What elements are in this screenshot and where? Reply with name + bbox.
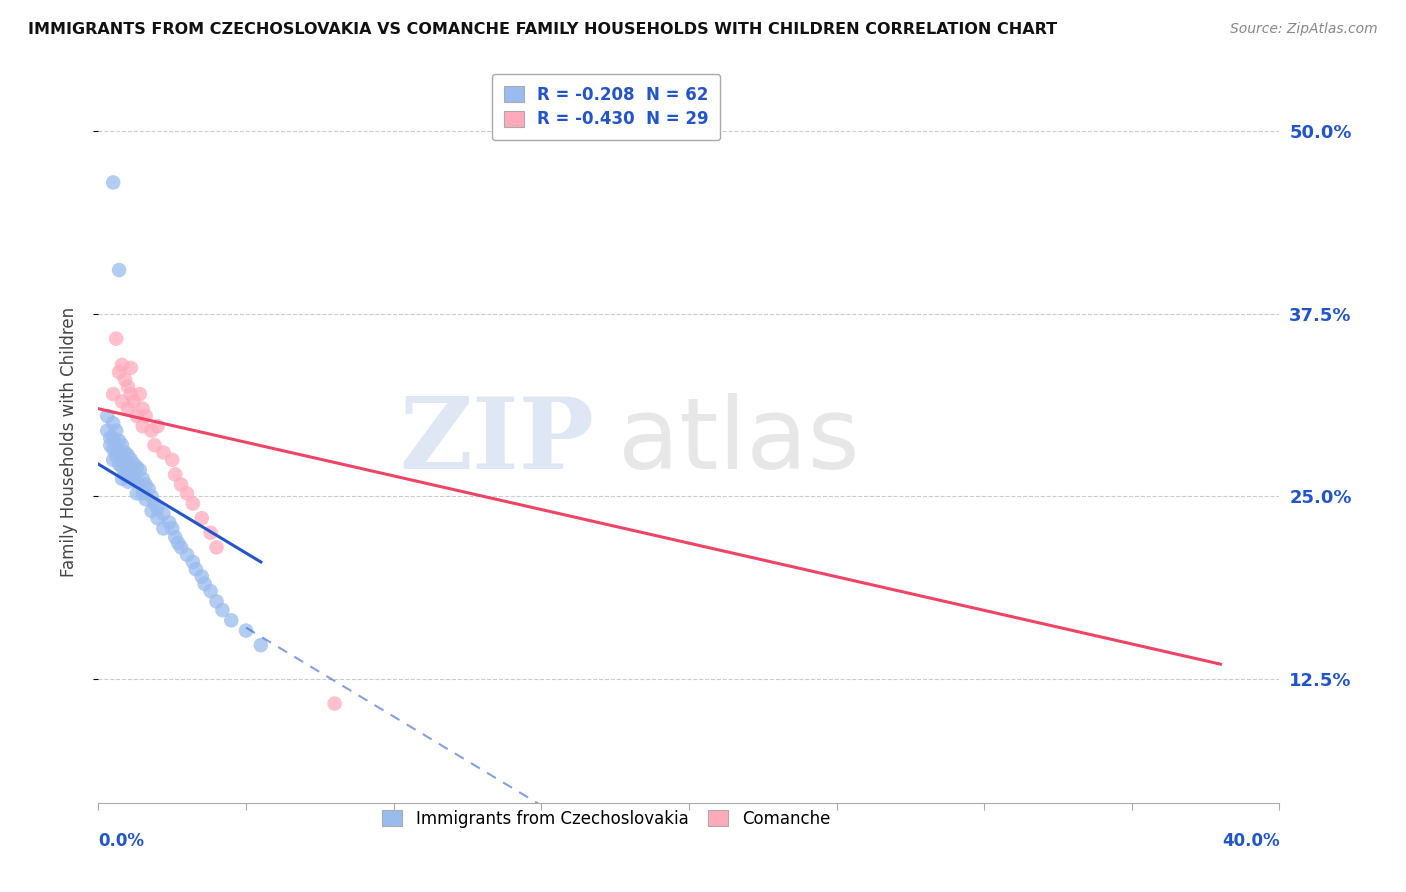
Point — [103, 176, 125, 190]
Point — [132, 486, 155, 500]
Point — [111, 358, 134, 372]
Point — [117, 463, 139, 477]
Point — [176, 548, 198, 562]
Point — [108, 457, 131, 471]
Point — [103, 431, 125, 445]
Point — [162, 521, 183, 535]
Point — [141, 504, 163, 518]
Point — [200, 584, 222, 599]
Point — [120, 452, 142, 467]
Point — [96, 409, 118, 423]
Point — [117, 475, 139, 489]
Point — [143, 438, 166, 452]
Point — [96, 424, 118, 438]
Point — [108, 365, 131, 379]
Text: ZIP: ZIP — [399, 393, 595, 490]
Point — [120, 467, 142, 482]
Point — [211, 603, 233, 617]
Point — [152, 521, 174, 535]
Point — [141, 424, 163, 438]
Point — [146, 500, 169, 515]
Point — [146, 419, 169, 434]
Point — [165, 530, 187, 544]
Point — [103, 417, 125, 431]
Point — [135, 409, 157, 423]
Text: 0.0%: 0.0% — [98, 831, 145, 850]
Point — [143, 497, 166, 511]
Point — [111, 460, 134, 475]
Point — [167, 536, 190, 550]
Point — [117, 449, 139, 463]
Point — [111, 449, 134, 463]
Text: 40.0%: 40.0% — [1222, 831, 1279, 850]
Point — [111, 394, 134, 409]
Point — [117, 380, 139, 394]
Point — [181, 497, 204, 511]
Point — [157, 516, 180, 530]
Point — [105, 332, 128, 346]
Point — [105, 438, 128, 452]
Point — [205, 594, 228, 608]
Point — [135, 477, 157, 491]
Point — [125, 486, 148, 500]
Point — [181, 555, 204, 569]
Point — [105, 424, 128, 438]
Point — [125, 409, 148, 423]
Point — [141, 489, 163, 503]
Point — [250, 638, 273, 652]
Point — [235, 624, 257, 638]
Point — [122, 394, 145, 409]
Text: IMMIGRANTS FROM CZECHOSLOVAKIA VS COMANCHE FAMILY HOUSEHOLDS WITH CHILDREN CORRE: IMMIGRANTS FROM CZECHOSLOVAKIA VS COMANC… — [28, 22, 1057, 37]
Point — [132, 401, 155, 416]
Point — [122, 457, 145, 471]
Text: atlas: atlas — [619, 393, 859, 490]
Point — [114, 467, 136, 482]
Point — [323, 697, 346, 711]
Point — [120, 360, 142, 375]
Point — [103, 452, 125, 467]
Legend: Immigrants from Czechoslovakia, Comanche: Immigrants from Czechoslovakia, Comanche — [375, 803, 837, 834]
Point — [114, 457, 136, 471]
Point — [98, 431, 121, 445]
Point — [135, 492, 157, 507]
Point — [170, 541, 193, 555]
Point — [108, 445, 131, 459]
Point — [98, 438, 121, 452]
Point — [184, 562, 207, 576]
Point — [128, 387, 150, 401]
Point — [146, 511, 169, 525]
Point — [191, 569, 214, 583]
Text: Source: ZipAtlas.com: Source: ZipAtlas.com — [1230, 22, 1378, 37]
Point — [103, 442, 125, 457]
Point — [170, 477, 193, 491]
Point — [165, 467, 187, 482]
Point — [152, 445, 174, 459]
Point — [205, 541, 228, 555]
Point — [111, 472, 134, 486]
Point — [132, 472, 155, 486]
Point — [138, 482, 160, 496]
Point — [114, 445, 136, 459]
Point — [194, 577, 217, 591]
Point — [111, 438, 134, 452]
Point — [128, 463, 150, 477]
Point — [114, 372, 136, 386]
Point — [191, 511, 214, 525]
Point — [176, 486, 198, 500]
Point — [132, 419, 155, 434]
Y-axis label: Family Households with Children: Family Households with Children — [59, 307, 77, 576]
Point — [103, 387, 125, 401]
Point — [152, 507, 174, 521]
Point — [120, 387, 142, 401]
Point — [221, 613, 243, 627]
Point — [200, 525, 222, 540]
Point — [117, 401, 139, 416]
Point — [108, 263, 131, 277]
Point — [125, 460, 148, 475]
Point — [122, 472, 145, 486]
Point — [108, 434, 131, 448]
Point — [105, 449, 128, 463]
Point — [162, 452, 183, 467]
Point — [125, 475, 148, 489]
